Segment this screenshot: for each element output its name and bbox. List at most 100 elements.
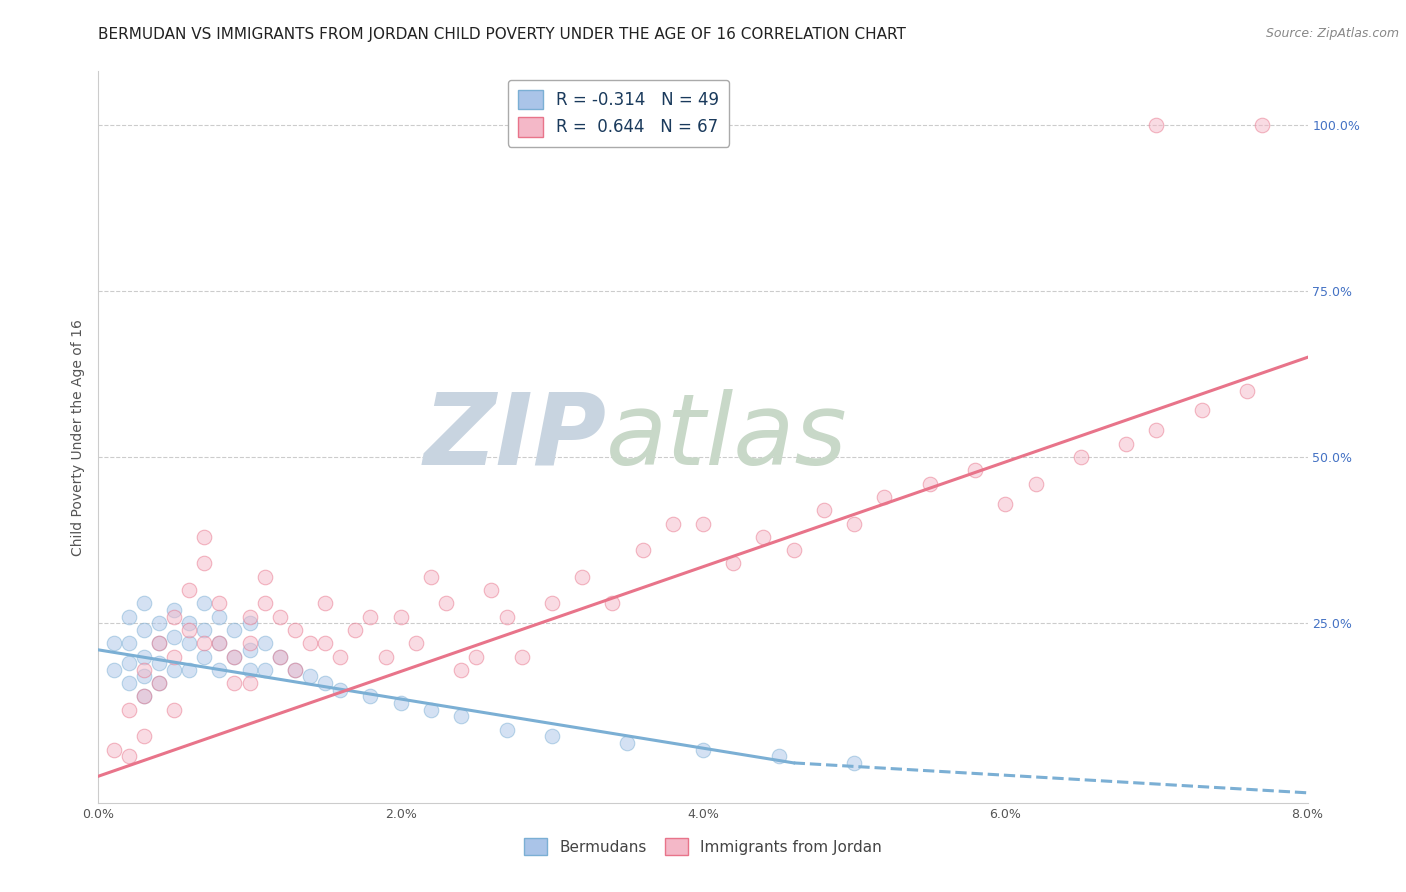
Point xyxy=(360,609,382,624)
Point xyxy=(239,636,262,650)
Point xyxy=(299,669,322,683)
Point xyxy=(314,636,336,650)
Point xyxy=(314,676,336,690)
Point xyxy=(193,623,215,637)
Point xyxy=(389,696,412,710)
Point xyxy=(179,636,201,650)
Point xyxy=(420,703,443,717)
Point xyxy=(692,516,714,531)
Point xyxy=(208,663,231,677)
Point xyxy=(224,649,246,664)
Point xyxy=(163,630,186,644)
Point xyxy=(239,616,262,631)
Point xyxy=(873,490,896,504)
Text: atlas: atlas xyxy=(606,389,848,485)
Point xyxy=(389,609,412,624)
Point xyxy=(163,649,186,664)
Point xyxy=(148,616,170,631)
Point xyxy=(163,609,186,624)
Point xyxy=(844,516,866,531)
Point xyxy=(103,742,125,756)
Point xyxy=(344,623,367,637)
Point xyxy=(132,690,155,704)
Point xyxy=(360,690,382,704)
Point xyxy=(208,609,231,624)
Point xyxy=(193,649,215,664)
Point xyxy=(813,503,835,517)
Point xyxy=(224,676,246,690)
Point xyxy=(768,749,790,764)
Point xyxy=(420,570,443,584)
Point xyxy=(994,497,1017,511)
Point xyxy=(208,596,231,610)
Point xyxy=(752,530,775,544)
Point xyxy=(844,756,866,770)
Point xyxy=(495,609,517,624)
Point xyxy=(253,663,276,677)
Point xyxy=(434,596,457,610)
Point xyxy=(1146,118,1168,132)
Point xyxy=(224,649,246,664)
Point xyxy=(450,663,472,677)
Point xyxy=(132,690,155,704)
Point xyxy=(495,723,517,737)
Point xyxy=(239,609,262,624)
Point xyxy=(571,570,593,584)
Point xyxy=(783,543,806,558)
Point xyxy=(540,596,562,610)
Point xyxy=(918,476,941,491)
Point xyxy=(208,636,231,650)
Point xyxy=(193,530,215,544)
Point xyxy=(193,557,215,571)
Point xyxy=(1146,424,1168,438)
Point xyxy=(269,649,291,664)
Y-axis label: Child Poverty Under the Age of 16: Child Poverty Under the Age of 16 xyxy=(70,318,84,556)
Point xyxy=(118,749,141,764)
Point xyxy=(465,649,488,664)
Point xyxy=(163,663,186,677)
Point xyxy=(148,676,170,690)
Text: ZIP: ZIP xyxy=(423,389,606,485)
Point xyxy=(299,636,322,650)
Point xyxy=(616,736,638,750)
Point xyxy=(179,663,201,677)
Legend: Bermudans, Immigrants from Jordan: Bermudans, Immigrants from Jordan xyxy=(517,832,889,861)
Point xyxy=(118,656,141,670)
Point xyxy=(284,623,307,637)
Point xyxy=(602,596,624,610)
Point xyxy=(631,543,654,558)
Point xyxy=(179,623,201,637)
Point xyxy=(329,649,352,664)
Point xyxy=(179,582,201,597)
Point xyxy=(208,636,231,650)
Point xyxy=(405,636,427,650)
Point xyxy=(132,596,155,610)
Point xyxy=(132,669,155,683)
Point xyxy=(179,616,201,631)
Point xyxy=(148,656,170,670)
Point xyxy=(118,636,141,650)
Point xyxy=(239,676,262,690)
Point xyxy=(148,636,170,650)
Point xyxy=(314,596,336,610)
Point xyxy=(692,742,714,756)
Point xyxy=(723,557,745,571)
Point xyxy=(132,649,155,664)
Point xyxy=(965,463,987,477)
Point xyxy=(103,636,125,650)
Point xyxy=(269,649,291,664)
Point xyxy=(132,623,155,637)
Point xyxy=(1236,384,1258,398)
Point xyxy=(253,596,276,610)
Point xyxy=(118,676,141,690)
Point xyxy=(1191,403,1213,417)
Text: BERMUDAN VS IMMIGRANTS FROM JORDAN CHILD POVERTY UNDER THE AGE OF 16 CORRELATION: BERMUDAN VS IMMIGRANTS FROM JORDAN CHILD… xyxy=(98,27,907,42)
Point xyxy=(284,663,307,677)
Point xyxy=(224,623,246,637)
Point xyxy=(193,596,215,610)
Point xyxy=(239,663,262,677)
Point xyxy=(269,609,291,624)
Point xyxy=(118,703,141,717)
Point xyxy=(148,676,170,690)
Point xyxy=(540,729,562,743)
